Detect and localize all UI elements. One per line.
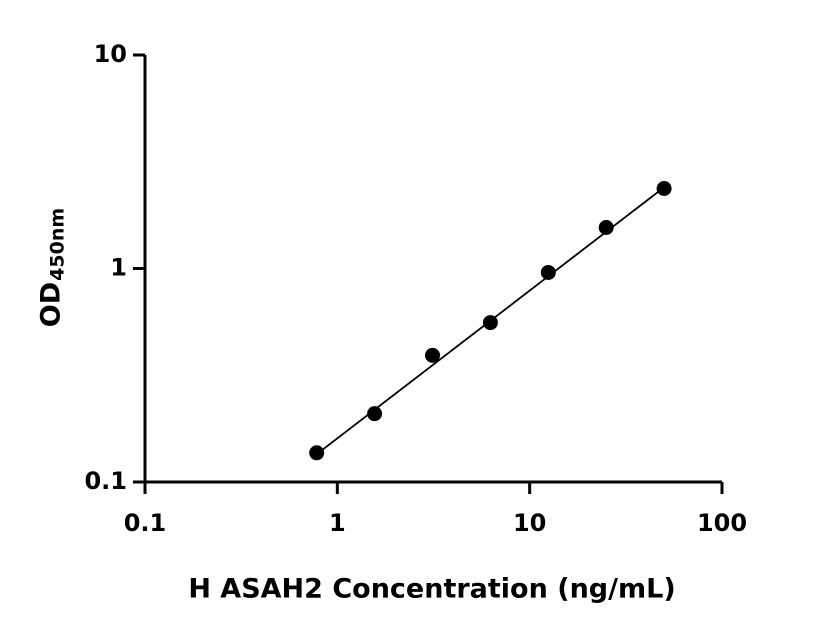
data-point — [309, 445, 325, 461]
x-tick-label: 100 — [697, 509, 747, 537]
x-tick-label: 0.1 — [124, 509, 167, 537]
data-point — [656, 180, 672, 196]
data-point — [482, 315, 498, 331]
y-tick-label: 10 — [94, 40, 127, 68]
y-axis-label-group: OD 450nm — [36, 208, 69, 327]
data-point — [540, 264, 556, 280]
data-point — [367, 406, 383, 422]
y-tick-label: 0.1 — [84, 467, 127, 495]
x-axis-label: H ASAH2 Concentration (ng/mL) — [188, 574, 675, 605]
x-tick-label: 1 — [329, 509, 346, 537]
y-axis-label: OD — [36, 282, 67, 327]
data-point — [425, 347, 441, 363]
y-tick-label: 1 — [110, 254, 127, 282]
x-tick-label: 10 — [513, 509, 546, 537]
y-axis-label-sub: 450nm — [47, 208, 69, 281]
data-point — [598, 220, 614, 236]
